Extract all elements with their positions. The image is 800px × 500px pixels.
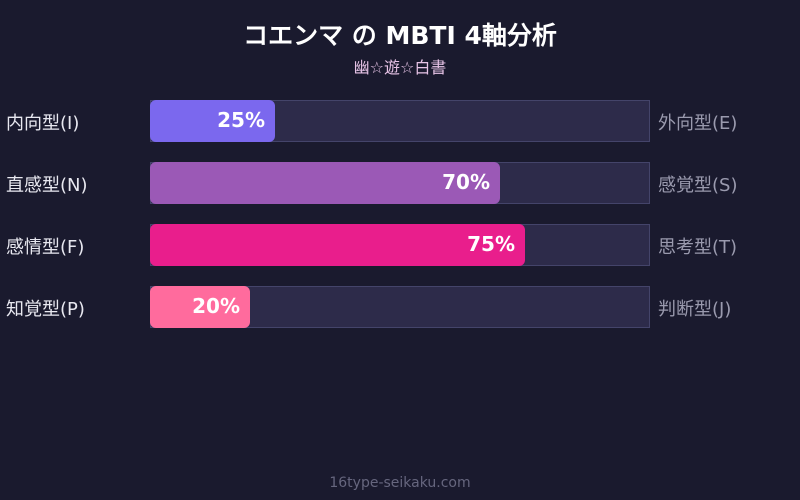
right-trait-label: 外向型(E) <box>658 113 738 134</box>
bar-row: 内向型(I) 25% 外向型(E) <box>0 100 800 142</box>
bar-fill <box>150 286 250 328</box>
bar-fill <box>150 100 275 142</box>
left-trait-label: 知覚型(P) <box>6 299 85 320</box>
left-trait-label: 内向型(I) <box>6 113 80 134</box>
chart-subtitle: 幽☆遊☆白書 <box>353 58 447 77</box>
bar-value-label: 70% <box>442 170 490 194</box>
right-trait-label: 感覚型(S) <box>658 175 738 196</box>
bar-value-label: 75% <box>467 232 515 256</box>
bar-row: 感情型(F) 75% 思考型(T) <box>0 224 800 266</box>
left-trait-label: 直感型(N) <box>6 175 88 196</box>
bar-fill <box>150 162 500 204</box>
bar-fill <box>150 224 525 266</box>
bar-row: 知覚型(P) 20% 判断型(J) <box>0 286 800 328</box>
left-trait-label: 感情型(F) <box>6 237 85 258</box>
bar-value-label: 25% <box>217 108 265 132</box>
chart-title: コエンマ の MBTI 4軸分析 <box>243 21 557 50</box>
right-trait-label: 判断型(J) <box>658 299 732 320</box>
right-trait-label: 思考型(T) <box>658 237 738 258</box>
bar-row: 直感型(N) 70% 感覚型(S) <box>0 162 800 204</box>
footer-site: 16type-seikaku.com <box>329 475 471 491</box>
bar-value-label: 20% <box>192 294 240 318</box>
